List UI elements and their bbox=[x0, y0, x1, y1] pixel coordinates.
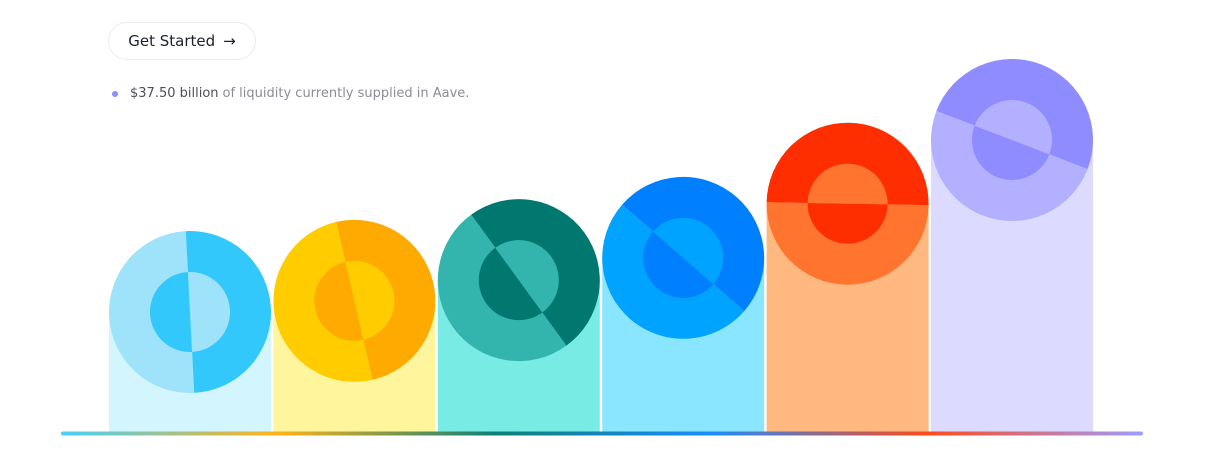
coin-inner-left bbox=[807, 203, 888, 244]
liquidity-text: of liquidity currently supplied in Aave. bbox=[222, 86, 470, 101]
status-dot bbox=[112, 90, 118, 97]
get-started-button[interactable]: Get Started → bbox=[108, 22, 256, 60]
coin-inner-left bbox=[972, 125, 1050, 180]
liquidity-stat: $37.50 billion of liquidity currently su… bbox=[112, 86, 469, 101]
coin-inner-right bbox=[807, 163, 888, 205]
coin-inner-right bbox=[653, 217, 724, 285]
coin-icon bbox=[273, 219, 436, 382]
coin-icon bbox=[766, 122, 929, 285]
coin-inner-right bbox=[974, 100, 1052, 155]
baseline bbox=[61, 431, 1143, 436]
arrow-right-icon: → bbox=[223, 32, 236, 50]
coin-icon bbox=[931, 59, 1093, 221]
coin-inner-left bbox=[314, 261, 364, 341]
coin-inner-right bbox=[345, 260, 395, 340]
coin-icon bbox=[602, 176, 765, 339]
coin-inner-left bbox=[643, 231, 714, 298]
liquidity-value: $37.50 billion bbox=[130, 86, 219, 101]
coin-inner-left bbox=[150, 272, 193, 352]
coin-icon bbox=[109, 231, 271, 393]
coin-inner-left bbox=[478, 247, 543, 321]
get-started-label: Get Started bbox=[128, 32, 216, 50]
coin-icon bbox=[437, 199, 600, 362]
coin-inner-right bbox=[187, 272, 230, 352]
coin-inner-right bbox=[495, 240, 559, 313]
